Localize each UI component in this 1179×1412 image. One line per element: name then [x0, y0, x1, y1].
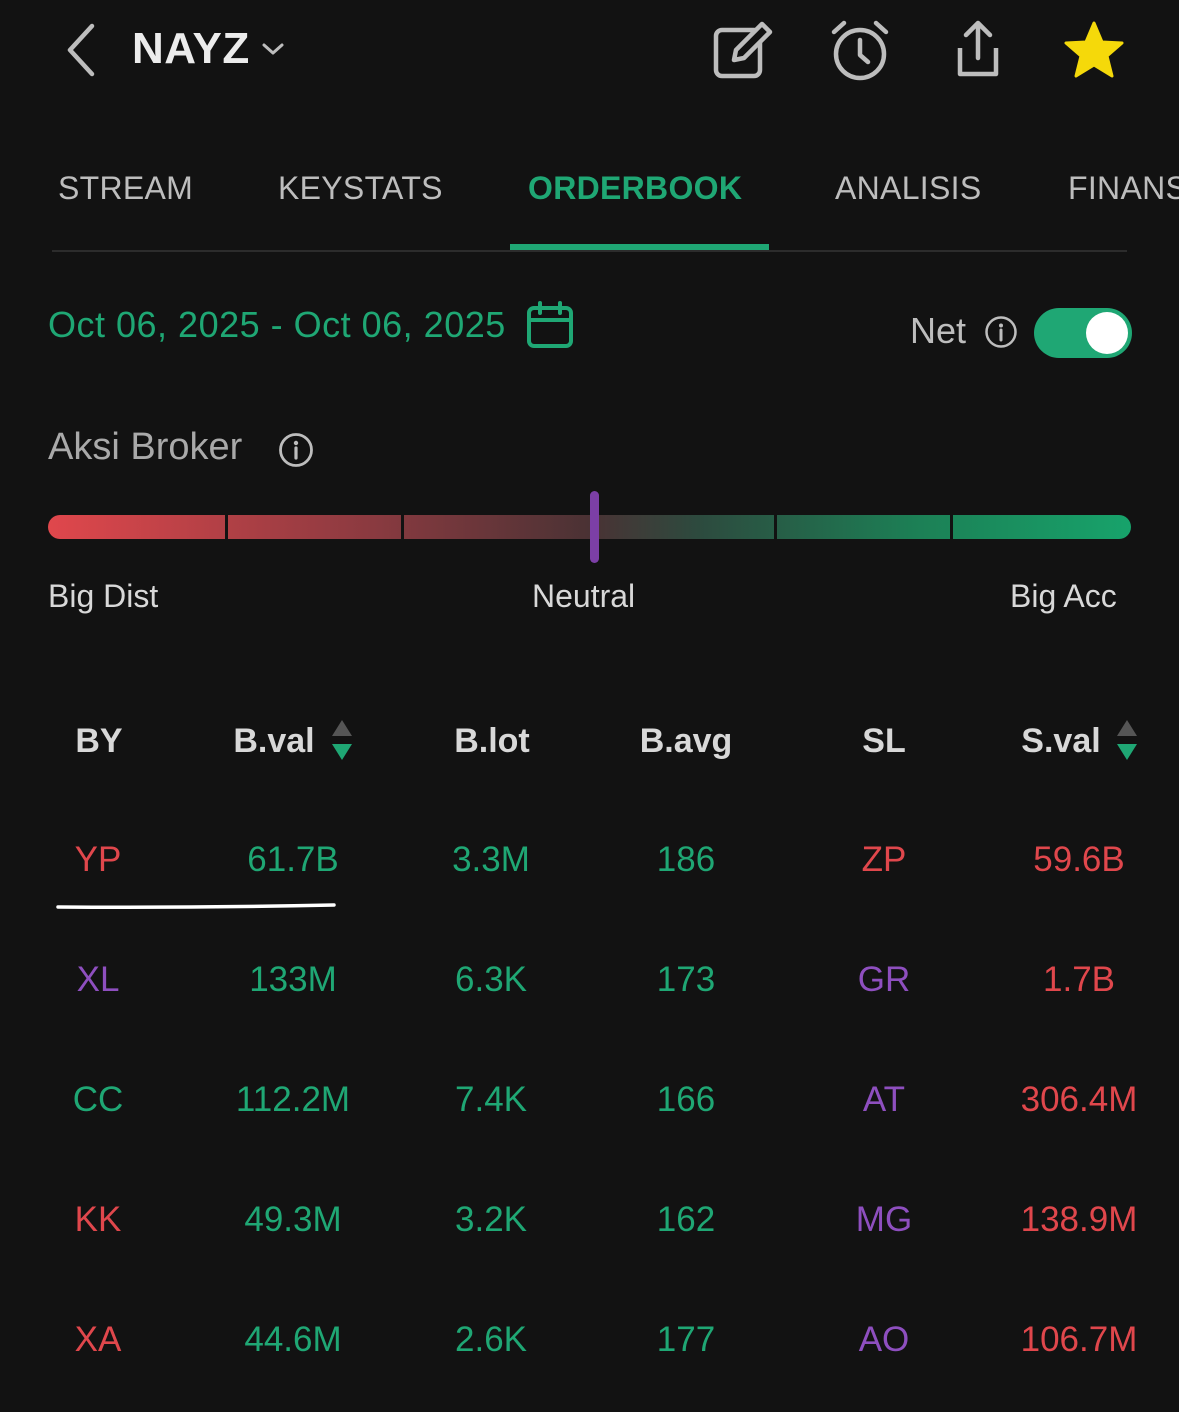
highlight-underline	[56, 903, 336, 909]
date-range-text: Oct 06, 2025 - Oct 06, 2025	[48, 304, 506, 345]
tab-keystats[interactable]: KEYSTATS	[278, 170, 443, 206]
broker-buy-code: KK	[74, 1200, 122, 1239]
meter-separator	[225, 515, 228, 539]
sell-value: 59.6B	[1033, 840, 1125, 879]
share-icon[interactable]	[946, 18, 1010, 84]
broker-sell-code: GR	[857, 960, 911, 999]
broker-buy-code: YP	[74, 840, 122, 879]
calendar-icon	[526, 300, 574, 350]
buy-lot: 3.3M	[452, 840, 530, 879]
sort-icon[interactable]	[1115, 718, 1139, 766]
buy-average: 166	[656, 1080, 716, 1119]
buy-average: 177	[656, 1320, 716, 1359]
date-range-picker[interactable]: Oct 06, 2025 - Oct 06, 2025	[48, 300, 574, 350]
tabs-divider	[52, 250, 1127, 252]
broker-sell-code: AO	[858, 1320, 910, 1359]
sort-icon[interactable]	[330, 718, 354, 766]
dropdown-chevron-icon	[260, 39, 286, 59]
column-header-bavg: B.avg	[639, 722, 733, 760]
app-header: NAYZ	[0, 0, 1179, 110]
meter-separator	[401, 515, 404, 539]
tab-stream[interactable]: STREAM	[58, 170, 194, 206]
alarm-clock-icon[interactable]	[828, 18, 892, 84]
buy-value: 44.6M	[244, 1320, 342, 1359]
broker-buy-code: CC	[72, 1080, 124, 1119]
sell-value: 1.7B	[1043, 960, 1115, 999]
buy-average: 162	[656, 1200, 716, 1239]
sell-value: 138.9M	[1020, 1200, 1138, 1239]
column-header-sl: SL	[862, 722, 906, 760]
broker-sell-code: MG	[855, 1200, 913, 1239]
broker-action-meter	[48, 515, 1131, 539]
column-header-bval[interactable]: B.val	[233, 722, 315, 760]
toggle-knob	[1086, 312, 1128, 354]
buy-average: 173	[656, 960, 716, 999]
buy-value: 49.3M	[244, 1200, 342, 1239]
ticker-name: NAYZ	[132, 24, 250, 73]
tab-analisis[interactable]: ANALISIS	[835, 170, 982, 206]
broker-sell-code: ZP	[861, 840, 907, 879]
aksi-broker-title: Aksi Broker	[48, 426, 243, 468]
column-header-by: BY	[75, 722, 123, 760]
broker-buy-code: XL	[76, 960, 120, 999]
info-icon[interactable]	[278, 432, 314, 468]
buy-average: 186	[656, 840, 716, 879]
buy-value: 61.7B	[247, 840, 339, 879]
meter-separator	[774, 515, 777, 539]
active-tab-indicator	[510, 244, 769, 250]
buy-value: 133M	[249, 960, 337, 999]
tab-finans[interactable]: FINANS	[1068, 170, 1179, 206]
net-label: Net	[910, 310, 967, 351]
info-icon[interactable]	[984, 315, 1018, 349]
sell-value: 106.7M	[1020, 1320, 1138, 1359]
sell-value: 306.4M	[1020, 1080, 1138, 1119]
broker-buy-code: XA	[74, 1320, 122, 1359]
buy-value: 112.2M	[235, 1080, 351, 1119]
meter-indicator	[590, 491, 599, 563]
star-icon[interactable]	[1062, 18, 1126, 84]
net-toggle[interactable]	[1034, 308, 1132, 358]
ticker-selector[interactable]: NAYZ	[132, 24, 286, 74]
meter-label-big-dist: Big Dist	[48, 578, 159, 614]
meter-label-big-acc: Big Acc	[1010, 578, 1117, 614]
buy-lot: 6.3K	[455, 960, 527, 999]
tab-bar: STREAM KEYSTATS ORDERBOOK ANALISIS FINAN…	[0, 150, 1179, 254]
edit-icon[interactable]	[710, 18, 774, 84]
tab-orderbook[interactable]: ORDERBOOK	[528, 170, 743, 206]
buy-lot: 7.4K	[455, 1080, 527, 1119]
buy-lot: 3.2K	[455, 1200, 527, 1239]
buy-lot: 2.6K	[455, 1320, 527, 1359]
column-header-sval[interactable]: S.val	[1021, 722, 1101, 760]
meter-label-neutral: Neutral	[532, 578, 636, 614]
column-header-blot: B.lot	[454, 722, 530, 760]
back-chevron-icon[interactable]	[60, 22, 104, 78]
broker-sell-code: AT	[862, 1080, 906, 1119]
meter-separator	[950, 515, 953, 539]
